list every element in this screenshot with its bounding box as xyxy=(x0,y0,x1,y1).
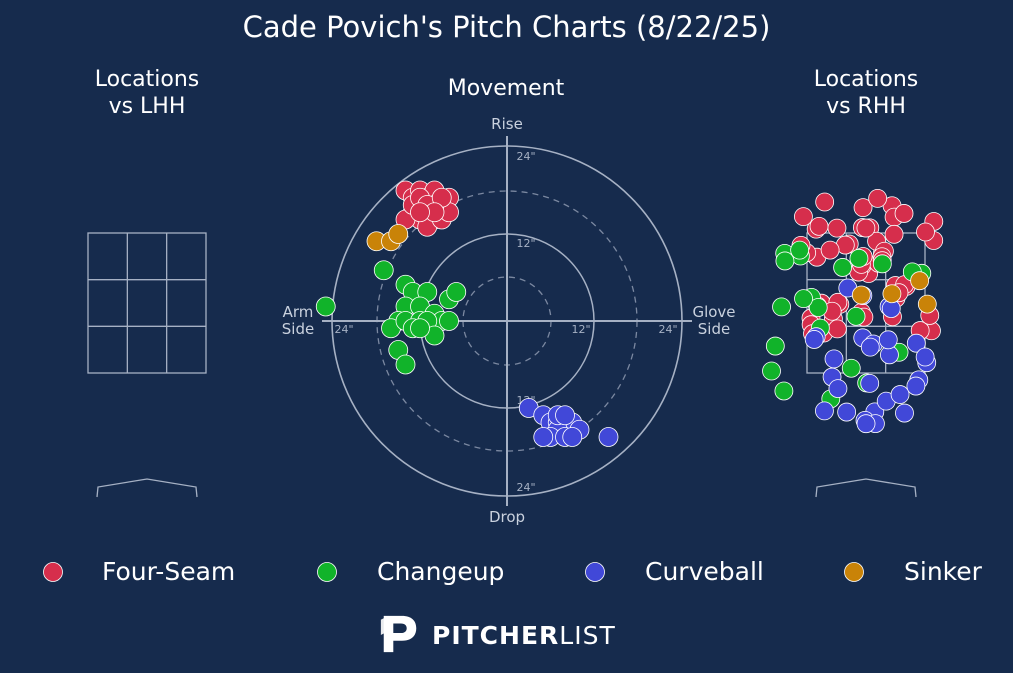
home-plate xyxy=(815,478,917,498)
pitcherlist-p-icon xyxy=(380,615,417,653)
rhh-point-changeup xyxy=(841,358,861,378)
home-plate xyxy=(96,478,198,498)
lhh-title: Locations vs LHH xyxy=(57,66,237,120)
rhh-point-four-seam xyxy=(868,188,888,208)
movement-point-curveball xyxy=(598,427,619,447)
movement-point-curveball xyxy=(562,427,583,447)
movement-point-changeup xyxy=(395,354,416,375)
tick-12-top: 12" xyxy=(516,237,535,250)
legend-marker-four-seam xyxy=(43,562,63,582)
rhh-point-curveball xyxy=(804,330,824,349)
rhh-point-four-seam xyxy=(827,319,847,339)
chart-title: Cade Povich's Pitch Charts (8/22/25) xyxy=(242,10,771,44)
glove-side-label-1: Glove xyxy=(692,303,735,321)
rhh-point-changeup xyxy=(808,298,828,317)
rhh-title: Locations vs RHH xyxy=(776,66,956,120)
rhh-point-curveball xyxy=(856,414,876,434)
rhh-point-four-seam xyxy=(853,198,873,218)
movement-point-changeup xyxy=(446,282,467,302)
rise-label: Rise xyxy=(491,115,523,133)
rhh-point-curveball xyxy=(915,347,935,367)
rhh-point-curveball xyxy=(815,401,834,421)
rhh-point-curveball xyxy=(828,379,848,398)
glove-side-label-2: Side xyxy=(698,320,730,338)
rhh-point-changeup xyxy=(762,361,781,381)
rhh-point-curveball xyxy=(837,402,857,422)
lhh-title-line-1: Locations xyxy=(94,67,200,92)
pitcherlist-wordmark: PITCHERLIST xyxy=(432,621,616,650)
rhh-point-four-seam xyxy=(809,216,829,236)
rhh-point-sinker xyxy=(851,285,871,305)
rhh-point-changeup xyxy=(765,336,785,356)
tick-24-bottom: 24" xyxy=(516,481,535,494)
rhh-point-sinker xyxy=(882,284,902,304)
tick-24-top: 24" xyxy=(516,150,535,163)
legend-marker-changeup xyxy=(317,562,337,582)
rhh-point-four-seam xyxy=(827,218,847,238)
rhh-point-curveball xyxy=(906,333,926,353)
rhh-point-changeup xyxy=(772,297,791,317)
legend-label-four-seam: Four-Seam xyxy=(102,557,236,586)
rhh-point-changeup xyxy=(849,248,869,268)
rhh-point-curveball xyxy=(890,385,910,404)
rhh-title-line-1: Locations xyxy=(813,67,919,92)
rhh-point-curveball xyxy=(860,337,880,357)
rhh-point-curveball xyxy=(895,403,914,423)
rhh-point-sinker xyxy=(917,294,937,314)
movement-point-four-seam xyxy=(410,202,430,223)
lhh-title-line-2: vs LHH xyxy=(108,94,186,119)
movement-point-curveball xyxy=(555,405,575,426)
legend-marker-sinker xyxy=(844,562,864,582)
rhh-point-sinker xyxy=(910,271,930,291)
rhh-location-panel xyxy=(762,188,944,498)
rhh-point-curveball xyxy=(824,349,844,369)
rhh-point-four-seam xyxy=(884,224,904,244)
rhh-point-four-seam xyxy=(916,222,935,242)
legend-marker-curveball xyxy=(585,562,605,582)
rhh-point-four-seam xyxy=(856,218,876,238)
movement-point-curveball xyxy=(533,427,554,447)
rhh-point-four-seam xyxy=(820,240,840,260)
movement-title: Movement xyxy=(447,76,565,101)
movement-point-changeup xyxy=(373,260,394,281)
rhh-point-changeup xyxy=(846,306,866,326)
rhh-point-curveball xyxy=(878,330,898,350)
movement-point-changeup xyxy=(439,311,459,331)
rhh-point-changeup xyxy=(774,381,794,401)
movement-point-sinker xyxy=(388,224,409,244)
tick-12-right: 12" xyxy=(571,323,590,336)
legend-label-curveball: Curveball xyxy=(645,557,764,586)
legend-label-sinker: Sinker xyxy=(904,557,982,586)
rhh-point-four-seam xyxy=(794,207,813,227)
rhh-point-four-seam xyxy=(815,192,835,212)
drop-label: Drop xyxy=(489,508,525,526)
rhh-point-curveball xyxy=(860,373,880,393)
rhh-point-curveball xyxy=(906,376,926,396)
arm-side-label-2: Side xyxy=(282,320,314,338)
tick-24-right: 24" xyxy=(658,323,677,336)
rhh-point-changeup xyxy=(775,251,795,271)
movement-panel: RiseDropArmSideGloveSide24"12"12"24"24"1… xyxy=(282,115,736,526)
arm-side-label-1: Arm xyxy=(283,303,314,321)
legend-markers xyxy=(43,562,864,582)
rhh-point-changeup xyxy=(790,240,810,260)
rhh-points xyxy=(762,188,944,434)
rhh-point-changeup xyxy=(872,254,892,274)
rhh-point-four-seam xyxy=(894,204,914,223)
rhh-title-line-2: vs RHH xyxy=(826,94,906,119)
lhh-location-panel xyxy=(87,232,207,498)
movement-point-changeup xyxy=(410,318,430,339)
strike-zone xyxy=(87,232,207,374)
movement-point-changeup xyxy=(315,296,336,317)
tick-24-left: 24" xyxy=(334,323,353,336)
rhh-point-changeup xyxy=(833,258,853,277)
rhh-point-changeup xyxy=(794,289,813,309)
legend-label-changeup: Changeup xyxy=(377,557,505,586)
